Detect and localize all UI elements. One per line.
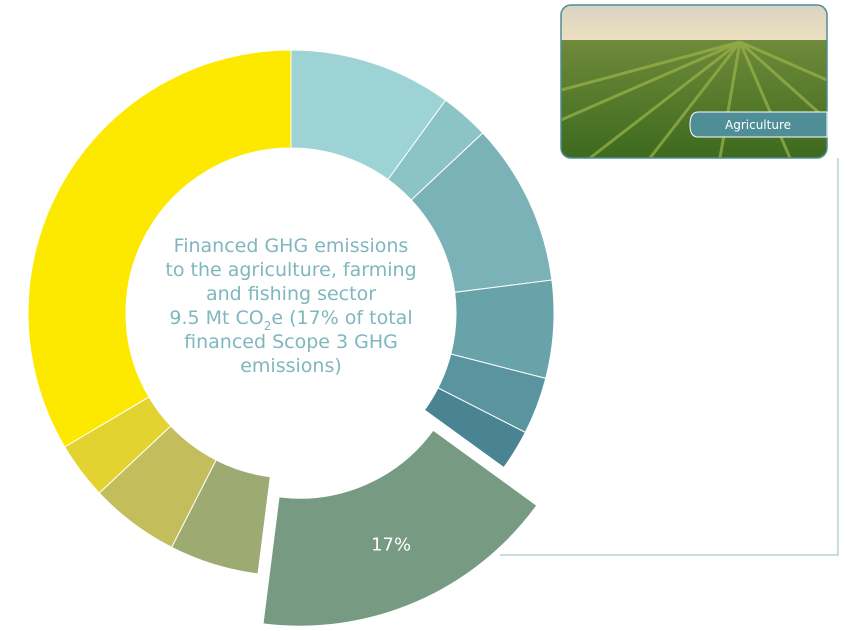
segment (262, 429, 538, 627)
image-label: Agriculture (725, 118, 791, 132)
segment (27, 49, 292, 448)
photo-frame (560, 4, 828, 159)
center-line: to the agriculture, farming (165, 259, 416, 281)
center-part: e (17% of total (271, 307, 412, 329)
segment (423, 387, 527, 469)
center-line: and fishing sector (206, 283, 376, 305)
image-tab (689, 111, 828, 138)
center-part: 9.5 Mt CO (169, 307, 263, 329)
connector (500, 158, 839, 556)
subscript: 2 (264, 319, 272, 333)
donut: 17% (27, 49, 555, 627)
value-label: 17% (371, 534, 411, 555)
center-line: emissions) (240, 355, 342, 377)
center-text: Financed GHG emissions to the agriculture… (165, 235, 416, 377)
photo (561, 5, 827, 158)
center-line: Financed GHG emissions (174, 235, 409, 257)
center-line: 9.5 Mt CO2e (17% of total (169, 307, 412, 333)
center-line: financed Scope 3 GHG (184, 331, 398, 353)
